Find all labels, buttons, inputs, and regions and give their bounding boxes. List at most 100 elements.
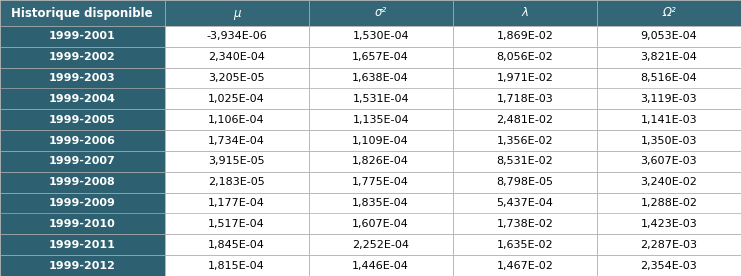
Bar [165,193,308,214]
Text: 3,821E-04: 3,821E-04 [640,52,697,62]
Text: 3,607E-03: 3,607E-03 [641,156,697,166]
Bar [0,193,165,214]
Text: 1,869E-02: 1,869E-02 [496,31,554,41]
Text: 1,288E-02: 1,288E-02 [640,198,697,208]
Bar [308,234,453,255]
Text: 2,340E-04: 2,340E-04 [208,52,265,62]
Bar [597,214,741,234]
Bar [165,26,308,47]
Bar [453,234,597,255]
Bar [453,0,597,26]
Text: 3,915E-05: 3,915E-05 [208,156,265,166]
Text: 1,356E-02: 1,356E-02 [496,136,553,145]
Bar [597,130,741,151]
Text: 2,481E-02: 2,481E-02 [496,115,554,125]
Text: 1,423E-03: 1,423E-03 [640,219,697,229]
Text: 1999-2003: 1999-2003 [49,73,116,83]
Text: 1,845E-04: 1,845E-04 [208,240,265,250]
Bar [0,234,165,255]
Text: 3,119E-03: 3,119E-03 [641,94,697,104]
Bar [597,47,741,68]
Bar [0,26,165,47]
Text: 1999-2004: 1999-2004 [49,94,116,104]
Bar [308,26,453,47]
Text: 8,798E-05: 8,798E-05 [496,177,554,187]
Text: 1,517E-04: 1,517E-04 [208,219,265,229]
Text: 1,531E-04: 1,531E-04 [353,94,409,104]
Bar [597,0,741,26]
Text: 1,177E-04: 1,177E-04 [208,198,265,208]
Bar [308,89,453,109]
Text: 1999-2009: 1999-2009 [49,198,116,208]
Text: 1999-2007: 1999-2007 [49,156,116,166]
Text: 1,109E-04: 1,109E-04 [352,136,409,145]
Text: 1,106E-04: 1,106E-04 [208,115,265,125]
Text: 1999-2005: 1999-2005 [49,115,116,125]
Text: 1,350E-03: 1,350E-03 [641,136,697,145]
Bar [0,151,165,172]
Text: 1,446E-04: 1,446E-04 [352,261,409,270]
Bar [597,172,741,193]
Bar [165,130,308,151]
Text: 1999-2008: 1999-2008 [49,177,116,187]
Bar [453,47,597,68]
Bar [0,89,165,109]
Bar [165,47,308,68]
Text: 1999-2010: 1999-2010 [49,219,116,229]
Bar [308,130,453,151]
Text: 1999-2011: 1999-2011 [49,240,116,250]
Text: 1,971E-02: 1,971E-02 [496,73,554,83]
Bar [308,214,453,234]
Text: 1,718E-03: 1,718E-03 [496,94,554,104]
Text: 1,657E-04: 1,657E-04 [352,52,409,62]
Text: 1,467E-02: 1,467E-02 [496,261,554,270]
Text: μ: μ [233,7,240,20]
Bar [308,151,453,172]
Bar [165,255,308,276]
Text: 3,240E-02: 3,240E-02 [640,177,697,187]
Bar [0,47,165,68]
Text: Historique disponible: Historique disponible [11,7,153,20]
Text: -3,934E-06: -3,934E-06 [206,31,267,41]
Bar [453,172,597,193]
Bar [453,214,597,234]
Bar [0,130,165,151]
Bar [165,0,308,26]
Bar [308,0,453,26]
Bar [453,151,597,172]
Bar [453,255,597,276]
Bar [308,109,453,130]
Text: 1,835E-04: 1,835E-04 [352,198,409,208]
Text: 9,053E-04: 9,053E-04 [640,31,697,41]
Bar [597,234,741,255]
Bar [597,68,741,89]
Bar [597,109,741,130]
Text: 1,607E-04: 1,607E-04 [352,219,409,229]
Text: 1999-2002: 1999-2002 [49,52,116,62]
Text: 1,734E-04: 1,734E-04 [208,136,265,145]
Bar [165,214,308,234]
Text: 1,638E-04: 1,638E-04 [352,73,409,83]
Text: 1,141E-03: 1,141E-03 [641,115,697,125]
Bar [0,172,165,193]
Bar [453,109,597,130]
Text: 1,738E-02: 1,738E-02 [496,219,554,229]
Text: 2,252E-04: 2,252E-04 [352,240,409,250]
Text: 2,287E-03: 2,287E-03 [640,240,697,250]
Text: 1,135E-04: 1,135E-04 [353,115,409,125]
Bar [308,68,453,89]
Text: 1,635E-02: 1,635E-02 [496,240,553,250]
Text: 2,183E-05: 2,183E-05 [208,177,265,187]
Text: 2,354E-03: 2,354E-03 [640,261,697,270]
Text: 1,775E-04: 1,775E-04 [352,177,409,187]
Text: σ²: σ² [374,7,387,20]
Bar [453,193,597,214]
Bar [308,47,453,68]
Bar [453,26,597,47]
Text: 1999-2001: 1999-2001 [49,31,116,41]
Bar [0,0,165,26]
Bar [308,193,453,214]
Text: 1999-2006: 1999-2006 [49,136,116,145]
Bar [308,255,453,276]
Bar [453,130,597,151]
